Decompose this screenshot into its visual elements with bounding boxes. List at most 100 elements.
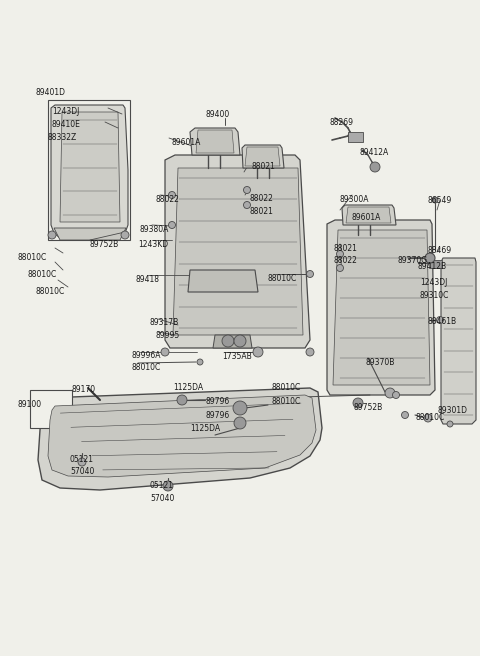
Text: 89301D: 89301D xyxy=(437,406,467,415)
Text: 1125DA: 1125DA xyxy=(190,424,220,433)
Bar xyxy=(320,195,480,410)
Circle shape xyxy=(253,347,263,357)
Text: 88269: 88269 xyxy=(330,118,354,127)
Text: 1243DJ: 1243DJ xyxy=(52,107,79,116)
Circle shape xyxy=(243,186,251,194)
Polygon shape xyxy=(38,388,322,490)
Bar xyxy=(30,390,72,428)
Circle shape xyxy=(234,335,246,347)
Text: 88010C: 88010C xyxy=(28,270,57,279)
Bar xyxy=(348,132,363,142)
Text: 89601A: 89601A xyxy=(172,138,202,147)
Circle shape xyxy=(436,316,444,323)
Text: 89410E: 89410E xyxy=(52,120,81,129)
Polygon shape xyxy=(327,220,435,395)
Text: 89300A: 89300A xyxy=(340,195,370,204)
Text: 89317B: 89317B xyxy=(150,318,179,327)
Text: 88010C: 88010C xyxy=(18,253,47,262)
Circle shape xyxy=(385,388,395,398)
Circle shape xyxy=(393,392,399,398)
Polygon shape xyxy=(245,147,280,166)
Polygon shape xyxy=(213,335,252,348)
Circle shape xyxy=(447,421,453,427)
Circle shape xyxy=(48,231,56,239)
Polygon shape xyxy=(60,112,120,222)
Text: 89100: 89100 xyxy=(18,400,42,409)
Circle shape xyxy=(425,253,435,263)
Polygon shape xyxy=(342,205,396,225)
Text: 88332Z: 88332Z xyxy=(48,133,77,142)
Polygon shape xyxy=(190,128,240,155)
Text: 57040: 57040 xyxy=(150,494,174,503)
Polygon shape xyxy=(346,207,391,223)
Text: 88010C: 88010C xyxy=(415,413,444,422)
Bar xyxy=(145,120,320,370)
Text: 88022: 88022 xyxy=(155,195,179,204)
Text: 89380A: 89380A xyxy=(140,225,169,234)
Text: 88022: 88022 xyxy=(333,256,357,265)
Text: 88010C: 88010C xyxy=(35,287,64,296)
Circle shape xyxy=(234,417,246,429)
Circle shape xyxy=(168,192,176,199)
Text: 89310C: 89310C xyxy=(420,291,449,300)
Text: 89796: 89796 xyxy=(206,411,230,420)
Text: 89370B: 89370B xyxy=(365,358,395,367)
Bar xyxy=(440,255,478,435)
Circle shape xyxy=(168,222,176,228)
Text: 89752B: 89752B xyxy=(354,403,383,412)
Circle shape xyxy=(177,395,187,405)
Text: 89996A: 89996A xyxy=(132,351,161,360)
Text: 88021: 88021 xyxy=(333,244,357,253)
Circle shape xyxy=(353,398,363,408)
Text: 86549: 86549 xyxy=(428,196,452,205)
Circle shape xyxy=(432,197,438,203)
Circle shape xyxy=(222,335,234,347)
Circle shape xyxy=(336,264,344,272)
Polygon shape xyxy=(441,258,476,424)
Bar xyxy=(430,260,442,268)
Circle shape xyxy=(336,251,344,258)
Polygon shape xyxy=(188,270,258,292)
Circle shape xyxy=(306,348,314,356)
Text: 1125DA: 1125DA xyxy=(173,383,203,392)
Text: 88010C: 88010C xyxy=(271,397,300,406)
Polygon shape xyxy=(173,168,303,335)
Text: 88010C: 88010C xyxy=(271,383,300,392)
Circle shape xyxy=(161,348,169,356)
Circle shape xyxy=(78,458,86,466)
Circle shape xyxy=(370,162,380,172)
Text: 88010C: 88010C xyxy=(132,363,161,372)
Text: 89601A: 89601A xyxy=(352,213,382,222)
Text: 89400: 89400 xyxy=(205,110,229,119)
Text: 05121: 05121 xyxy=(150,481,174,490)
Polygon shape xyxy=(54,228,126,240)
Text: 89412B: 89412B xyxy=(418,262,447,271)
Text: 88461B: 88461B xyxy=(428,317,457,326)
Text: 88021: 88021 xyxy=(249,207,273,216)
Circle shape xyxy=(243,201,251,209)
Text: 89170: 89170 xyxy=(72,385,96,394)
Text: 89401D: 89401D xyxy=(35,88,65,97)
Text: 88021: 88021 xyxy=(252,162,276,171)
Text: 1735AB: 1735AB xyxy=(222,352,252,361)
Text: 89418: 89418 xyxy=(135,275,159,284)
Polygon shape xyxy=(333,230,430,385)
Circle shape xyxy=(163,481,173,491)
Polygon shape xyxy=(196,130,234,153)
Circle shape xyxy=(424,414,432,422)
Circle shape xyxy=(197,359,203,365)
Circle shape xyxy=(121,231,129,239)
Text: 89995: 89995 xyxy=(155,331,179,340)
Text: 1243KD: 1243KD xyxy=(138,240,168,249)
Text: 88469: 88469 xyxy=(428,246,452,255)
Text: 89412A: 89412A xyxy=(360,148,389,157)
Text: 89796: 89796 xyxy=(206,397,230,406)
Text: 1243DJ: 1243DJ xyxy=(420,278,447,287)
Polygon shape xyxy=(48,395,316,477)
Polygon shape xyxy=(165,155,310,348)
Text: 57040: 57040 xyxy=(70,467,95,476)
Circle shape xyxy=(307,270,313,277)
Text: 89752B: 89752B xyxy=(90,240,119,249)
Text: 88022: 88022 xyxy=(249,194,273,203)
Text: 88010C: 88010C xyxy=(267,274,296,283)
